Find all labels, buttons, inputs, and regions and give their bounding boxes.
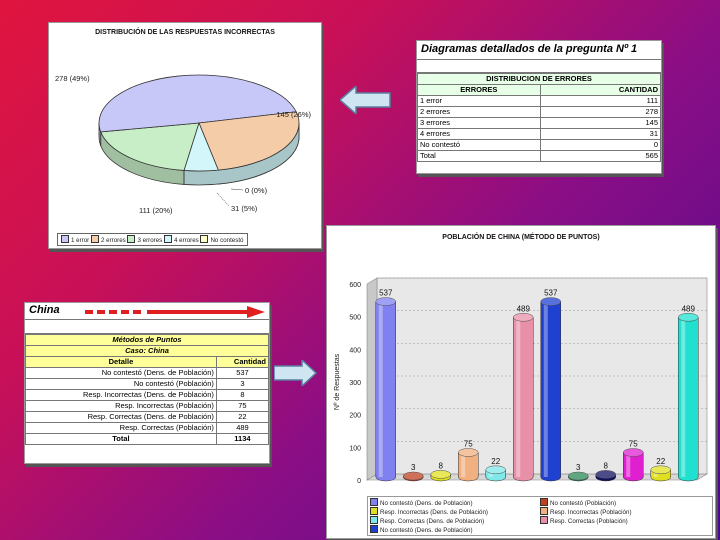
bar-legend-item: Resp. Correctas (Población)	[540, 516, 710, 525]
y-tick-label: 100	[349, 445, 361, 452]
bar-data-label: 22	[656, 457, 665, 466]
table-row-total: Total 565	[417, 150, 662, 162]
pie-legend-item: 3 errores	[127, 235, 162, 244]
bar-legend-item: Resp. Incorrectas (Población)	[540, 507, 710, 516]
pie-chart-title: DISTRIBUCIÓN DE LAS RESPUESTAS INCORRECT…	[95, 29, 275, 36]
errors-table: DISTRIBUCION DE ERRORES ERRORES CANTIDAD …	[417, 73, 662, 162]
pie-data-label: 31 (5%)	[231, 204, 258, 213]
bar	[540, 297, 561, 482]
table-row: No contestó 0	[417, 139, 662, 151]
pie-slice	[98, 74, 297, 133]
table-row: Resp. Correctas (Dens. de Población) 22	[25, 411, 270, 423]
quantity-col-header: Cantidad	[215, 356, 270, 368]
errors-col-header: ERRORES	[417, 84, 541, 96]
pie-chart-panel: DISTRIBUCIÓN DE LAS RESPUESTAS INCORRECT…	[48, 22, 322, 249]
bar	[458, 448, 479, 482]
table-row: 4 errores 31	[417, 128, 662, 140]
bar-data-label: 8	[439, 461, 444, 470]
bar	[513, 313, 534, 482]
bar-chart-title: POBLACIÓN DE CHINA (MÉTODO DE PUNTOS)	[442, 234, 600, 241]
pie-legend-item: 1 error	[61, 235, 89, 244]
bar	[678, 313, 699, 482]
pie-legend: 1 error 2 errores 3 errores 4 errores No…	[57, 233, 248, 246]
bar	[568, 471, 589, 482]
bar-data-label: 3	[411, 463, 416, 472]
y-tick-label: 300	[349, 380, 361, 387]
table-row: 1 error 111	[417, 95, 662, 107]
detail-col-header: Detalle	[25, 356, 217, 368]
bar-data-label: 8	[604, 461, 609, 470]
table-row: Resp. Incorrectas (Población) 75	[25, 400, 270, 412]
china-table: Métodos de Puntos Caso: China Detalle Can…	[25, 334, 270, 445]
y-axis-label: Nº de Respuestas	[334, 353, 341, 410]
bar	[595, 470, 616, 482]
bar-legend: No contestó (Dens. de Población) No cont…	[367, 496, 713, 536]
bar-data-label: 537	[544, 289, 558, 298]
errors-table-panel: Diagramas detallados de la pregunta Nº 1…	[416, 40, 662, 174]
bar-data-label: 75	[629, 440, 638, 449]
pie-data-label: 278 (49%)	[55, 74, 90, 83]
bar-data-label: 489	[682, 304, 696, 313]
errors-table-title: Diagramas detallados de la pregunta Nº 1	[417, 41, 661, 60]
bar-legend-item: Resp. Incorrectas (Dens. de Población)	[370, 507, 540, 516]
table-row: Resp. Incorrectas (Dens. de Población) 8	[25, 389, 270, 401]
pie-slice	[100, 122, 200, 171]
table-row: 2 errores 278	[417, 106, 662, 118]
pie-data-label: 145 (26%)	[276, 110, 311, 119]
bar-data-label: 489	[517, 304, 531, 313]
bar-data-label: 75	[464, 440, 473, 449]
pie-data-label: 111 (20%)	[139, 206, 173, 215]
bar	[430, 470, 451, 482]
bar-legend-item: No contestó (Dens. de Población)	[370, 498, 540, 507]
pie-legend-item: 4 errores	[163, 235, 199, 244]
y-tick-label: 600	[349, 282, 361, 289]
bar	[485, 465, 506, 482]
red-arrow-icon	[85, 306, 265, 318]
bar	[623, 448, 644, 482]
bar-data-label: 3	[576, 463, 581, 472]
right-arrow-icon	[274, 360, 318, 386]
table-row-total: Total 1134	[25, 433, 270, 445]
errors-table-header: DISTRIBUCION DE ERRORES	[417, 73, 661, 85]
table-row: Resp. Correctas (Población) 489	[25, 422, 270, 434]
bar-data-label: 22	[491, 457, 500, 466]
left-arrow-icon	[340, 86, 391, 114]
case-header: Caso: China	[25, 345, 269, 357]
y-tick-label: 0	[357, 478, 361, 485]
bar-legend-item: No contestó (Dens. de Población)	[370, 525, 540, 534]
pie-legend-item: 2 errores	[90, 235, 126, 244]
bar	[375, 297, 396, 482]
table-row: 3 errores 145	[417, 117, 662, 129]
bar	[650, 465, 671, 482]
pie-data-label: 0 (0%)	[245, 186, 268, 195]
china-table-title: China	[29, 304, 60, 316]
pie-slice	[183, 121, 219, 172]
quantity-col-header: CANTIDAD	[539, 84, 662, 96]
y-tick-label: 400	[349, 347, 361, 354]
pie-chart: 111 (20%) 278 (49%) 145 (26%) 31 (5%) 0 (0%)	[55, 74, 311, 215]
china-table-panel: China Métodos de Puntos Caso: China Deta…	[24, 302, 270, 464]
bar-legend-item: Resp. Correctas (Dens. de Población)	[370, 516, 540, 525]
bar-data-label: 537	[379, 289, 393, 298]
table-row: No contestó (Población) 3	[25, 378, 270, 390]
bar-chart-panel: POBLACIÓN DE CHINA (MÉTODO DE PUNTOS) 0 1…	[326, 225, 716, 539]
bar-legend-item: No contestó (Población)	[540, 498, 710, 507]
pie-legend-item: No contestó	[200, 235, 244, 244]
methods-header: Métodos de Puntos	[25, 334, 269, 346]
bar-chart: 0 100 200 300 400 500 600 Nº de Respuestas 537 3 8…	[334, 277, 709, 485]
y-tick-label: 500	[349, 315, 361, 322]
table-row: No contestó (Dens. de Población) 537	[25, 367, 270, 379]
y-tick-label: 200	[349, 413, 361, 420]
bar	[403, 471, 424, 482]
pie-slice	[198, 111, 300, 171]
